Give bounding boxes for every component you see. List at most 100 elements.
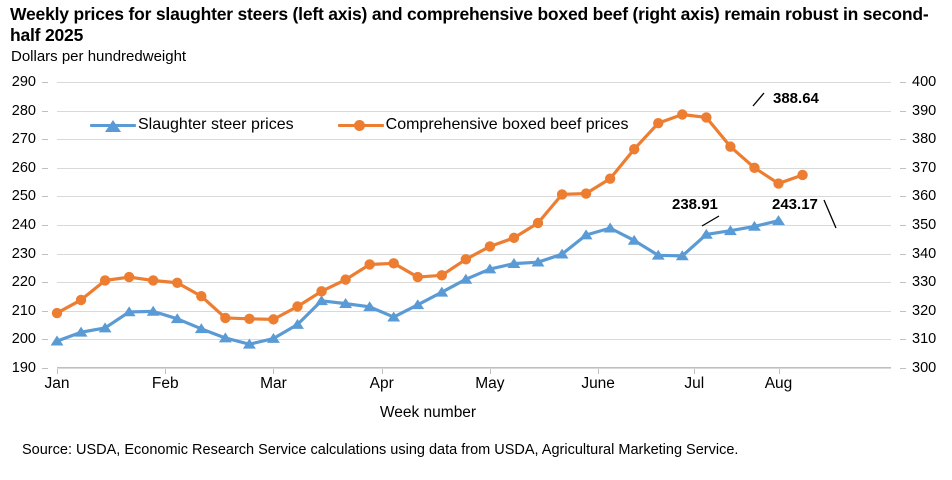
triangle-marker-icon bbox=[483, 263, 497, 274]
circle-marker-icon bbox=[316, 286, 327, 297]
triangle-marker-icon bbox=[339, 298, 353, 309]
right-axis-tick-mark bbox=[900, 196, 906, 198]
triangle-marker-icon bbox=[699, 228, 713, 239]
left-axis-tick-mark bbox=[42, 196, 48, 198]
triangle-marker-icon bbox=[627, 234, 641, 245]
triangle-marker-icon bbox=[531, 256, 545, 267]
circle-marker-icon bbox=[220, 312, 231, 324]
x-axis-tick-mark bbox=[57, 369, 58, 374]
annotation-leader-line bbox=[823, 199, 837, 229]
x-axis-tick-mark bbox=[165, 369, 167, 374]
right-axis-tick-mark bbox=[900, 310, 906, 312]
x-axis-tick-label: June bbox=[581, 375, 615, 392]
circle-marker-icon bbox=[484, 241, 496, 252]
left-axis-tick-mark bbox=[42, 225, 48, 226]
circle-marker-icon bbox=[532, 217, 544, 229]
triangle-marker-icon bbox=[555, 248, 569, 259]
right-axis-tick-mark bbox=[900, 339, 906, 341]
triangle-marker-icon bbox=[50, 335, 64, 346]
x-axis: Jan Feb Mar Apr May June Jul Aug bbox=[45, 369, 891, 397]
circle-marker-icon bbox=[604, 173, 616, 184]
circle-marker-icon bbox=[773, 178, 784, 189]
triangle-marker-icon bbox=[170, 313, 184, 324]
left-axis-tick-mark bbox=[42, 339, 48, 341]
left-axis-tick-label: 240 bbox=[11, 217, 36, 233]
chart-subtitle: Dollars per hundredweight bbox=[11, 48, 187, 65]
legend-label: Comprehensive boxed beef prices bbox=[385, 116, 629, 133]
gridline bbox=[57, 110, 891, 112]
triangle-marker-icon bbox=[315, 295, 328, 306]
triangle-marker-icon bbox=[411, 299, 425, 310]
series-comprehensive-boxed-beef-prices bbox=[51, 109, 808, 325]
triangle-marker-icon bbox=[74, 326, 88, 337]
triangle-marker-icon bbox=[723, 225, 737, 236]
legend-swatch bbox=[90, 117, 136, 133]
x-axis-title: Week number bbox=[0, 404, 952, 422]
x-axis-tick-label: Apr bbox=[369, 375, 394, 392]
triangle-marker-icon bbox=[772, 215, 785, 226]
left-axis-tick-label: 230 bbox=[11, 245, 36, 262]
right-axis-tick-mark bbox=[900, 139, 906, 141]
left-axis-tick-mark bbox=[42, 110, 48, 112]
legend-label: Slaughter steer prices bbox=[138, 116, 294, 133]
left-axis-tick-label: 260 bbox=[11, 159, 36, 176]
triangle-marker-icon bbox=[194, 323, 208, 334]
gridline bbox=[57, 225, 891, 226]
x-axis-tick-mark bbox=[778, 369, 780, 374]
x-axis-tick-label: May bbox=[475, 375, 505, 392]
x-axis-tick-label: Mar bbox=[260, 375, 287, 392]
source-divider bbox=[0, 425, 952, 426]
circle-marker-icon bbox=[340, 274, 351, 285]
left-axis-tick-label: 250 bbox=[11, 188, 36, 205]
circle-marker-icon bbox=[436, 270, 447, 281]
circle-marker-icon bbox=[725, 141, 736, 152]
circle-marker-icon bbox=[353, 120, 365, 131]
x-axis-tick-label: Jul bbox=[684, 375, 705, 392]
x-axis-title-label: Week number bbox=[379, 404, 477, 421]
triangle-marker-icon bbox=[387, 311, 401, 322]
triangle-marker-icon bbox=[748, 220, 761, 231]
circle-marker-icon bbox=[629, 144, 640, 155]
x-axis-tick-label: Feb bbox=[151, 375, 179, 392]
gridline bbox=[57, 139, 891, 141]
x-axis-tick-label: Jan bbox=[44, 375, 70, 392]
circle-marker-icon bbox=[677, 109, 688, 120]
right-axis-tick-label: 370 bbox=[912, 159, 937, 176]
right-axis-tick-mark bbox=[900, 368, 906, 369]
legend-item-comprehensive-boxed-beef-prices[interactable]: Comprehensive boxed beef prices bbox=[337, 116, 629, 134]
triangle-marker-icon bbox=[267, 332, 280, 343]
right-axis-tick-mark bbox=[900, 282, 906, 284]
left-axis-tick-label: 220 bbox=[11, 274, 36, 291]
left-axis-tick-mark bbox=[42, 282, 48, 284]
circle-marker-icon bbox=[292, 301, 303, 312]
right-axis: 400 390 380 370 360 350 340 330 320 310 300 bbox=[900, 75, 950, 375]
x-axis-tick-label: Aug bbox=[764, 375, 793, 392]
left-axis-tick-mark bbox=[42, 253, 48, 255]
left-axis-tick-label: 270 bbox=[11, 131, 36, 148]
left-axis-tick-mark bbox=[42, 368, 48, 369]
chart-legend: Slaughter steer prices Comprehensive boxe… bbox=[90, 112, 628, 138]
gridline bbox=[57, 196, 891, 198]
circle-marker-icon bbox=[580, 188, 592, 199]
right-axis-tick-label: 400 bbox=[912, 74, 937, 90]
gridline bbox=[57, 167, 891, 169]
circle-marker-icon bbox=[196, 291, 207, 302]
legend-item-slaughter-steer-prices[interactable]: Slaughter steer prices bbox=[90, 116, 294, 134]
triangle-marker-icon bbox=[363, 301, 377, 312]
gridline bbox=[57, 339, 891, 341]
left-axis-tick-mark bbox=[42, 310, 48, 312]
left-axis-tick-label: 290 bbox=[11, 74, 36, 90]
triangle-marker-icon bbox=[105, 120, 121, 132]
right-axis-tick-mark bbox=[900, 225, 906, 226]
data-annotation-label: 388.64 bbox=[773, 90, 819, 107]
circle-marker-icon bbox=[99, 275, 111, 286]
annotation-leader-line bbox=[701, 215, 720, 227]
circle-marker-icon bbox=[460, 254, 472, 265]
circle-marker-icon bbox=[51, 307, 63, 319]
data-annotation-label: 238.91 bbox=[672, 196, 718, 213]
plot-area bbox=[50, 82, 891, 369]
chart-title: Weekly prices for slaughter steers (left… bbox=[10, 4, 929, 45]
triangle-marker-icon bbox=[146, 305, 160, 316]
